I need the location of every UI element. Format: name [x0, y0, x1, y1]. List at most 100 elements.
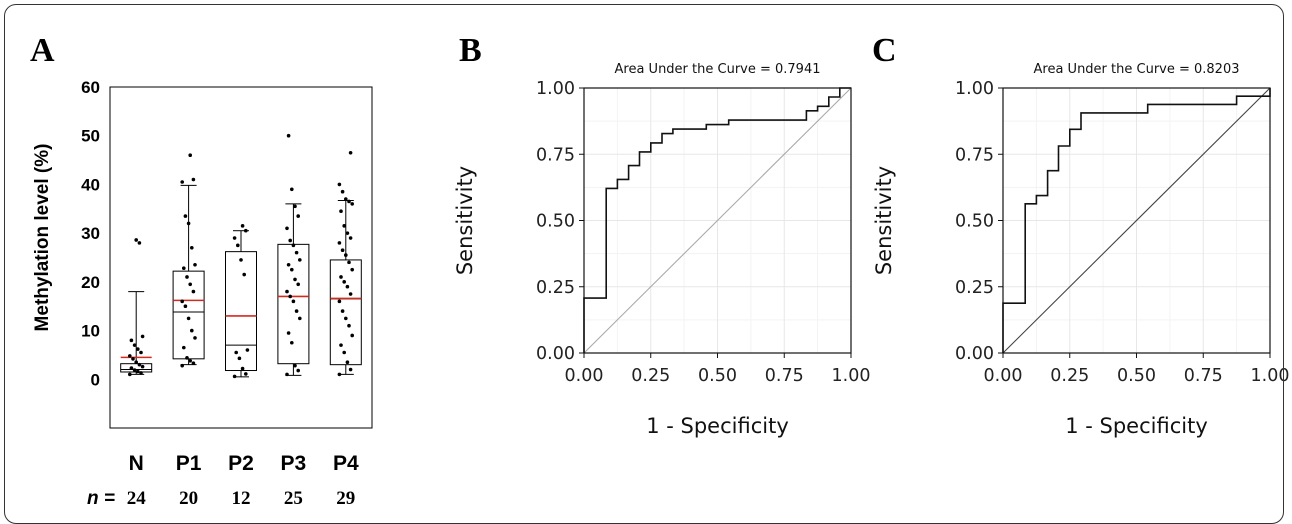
sample-size-P1: 20 — [179, 488, 198, 509]
box-P2 — [225, 224, 257, 379]
panel-letter-a: A — [30, 32, 55, 69]
data-point — [288, 238, 293, 243]
y-tick-label: 0 — [91, 370, 100, 389]
data-point — [293, 204, 297, 209]
panel-letter-b: B — [459, 32, 482, 69]
x-tick-label: 0.25 — [631, 366, 670, 386]
y-tick-label: 0.25 — [955, 278, 994, 298]
sample-size-N: 24 — [127, 488, 147, 509]
data-point — [190, 245, 194, 250]
data-point — [185, 356, 189, 360]
panel-letter-c: C — [872, 32, 897, 69]
data-point — [293, 277, 297, 282]
data-point — [286, 133, 291, 138]
reference-diagonal — [583, 87, 852, 354]
data-point — [296, 368, 301, 373]
data-point — [186, 221, 191, 226]
panel-c-roc: Area Under the Curve = 0.8203 0.000.00 0.2… — [872, 62, 1289, 438]
data-point — [180, 180, 184, 184]
data-point — [139, 350, 143, 355]
data-point — [345, 231, 350, 235]
iqr-box — [329, 259, 362, 366]
category-label-P4: P4 — [333, 452, 359, 475]
data-point — [348, 367, 353, 372]
roc-title: Area Under the Curve = 0.8203 — [1034, 62, 1240, 77]
y-axis-label: Sensitivity — [453, 166, 477, 275]
data-point — [298, 258, 302, 262]
box-P4 — [329, 150, 362, 377]
data-point — [342, 224, 347, 228]
y-axis-label: Sensitivity — [872, 166, 896, 275]
data-point — [188, 282, 192, 287]
data-point — [342, 350, 347, 355]
data-point — [236, 243, 240, 248]
data-point — [183, 214, 188, 218]
data-point — [191, 361, 196, 366]
roc-curve — [1002, 88, 1271, 353]
sample-size-label: n = — [87, 488, 115, 509]
data-point — [240, 366, 245, 371]
figure: A B C 0 10 20 30 40 50 60 Methylation level (%)… — [4, 4, 1289, 524]
x-tick-label: 0.75 — [765, 366, 804, 386]
data-point — [137, 241, 142, 245]
box-P1 — [172, 153, 205, 368]
data-point — [350, 202, 355, 206]
x-tick-label: 0.75 — [1184, 366, 1223, 386]
data-point — [342, 280, 347, 284]
data-point — [232, 374, 237, 379]
data-point — [190, 328, 194, 333]
data-point — [344, 316, 348, 321]
data-point — [288, 294, 293, 299]
data-point — [339, 275, 343, 279]
y-tick-label: 20 — [81, 273, 100, 292]
x-tick-label: 1.00 — [832, 366, 871, 386]
data-point — [339, 209, 343, 214]
category-label-N: N — [129, 452, 144, 475]
data-point — [180, 299, 184, 304]
data-point — [237, 356, 242, 361]
data-point — [337, 299, 342, 304]
data-point — [134, 238, 138, 242]
data-point — [139, 371, 143, 375]
data-point — [131, 357, 135, 361]
data-point — [132, 343, 137, 347]
data-point — [132, 368, 137, 372]
data-point — [298, 316, 302, 321]
y-tick-label: 0.75 — [536, 145, 575, 165]
y-tick-label: 0.50 — [536, 212, 575, 232]
data-point — [296, 282, 301, 287]
box-N — [120, 238, 153, 377]
data-point — [291, 243, 296, 248]
plot-area-a — [109, 86, 373, 429]
data-point — [290, 187, 294, 192]
y-tick-label: 40 — [81, 175, 100, 194]
data-point — [348, 292, 353, 296]
x-axis-label: 1 - Specificity — [646, 414, 789, 438]
data-point — [294, 309, 299, 313]
data-point — [180, 363, 184, 368]
data-point — [188, 358, 192, 363]
data-point — [347, 199, 351, 204]
data-point — [186, 316, 191, 321]
data-point — [348, 236, 353, 240]
iqr-box — [172, 270, 205, 360]
category-label-P3: P3 — [281, 452, 307, 475]
data-point — [290, 267, 294, 272]
data-point — [337, 182, 342, 187]
roc-title: Area Under the Curve = 0.7941 — [615, 62, 821, 77]
data-point — [245, 348, 250, 352]
data-point — [285, 226, 289, 231]
y-axis-label: Methylation level (%) — [32, 144, 53, 332]
x-tick-label: 0.00 — [984, 366, 1023, 386]
data-point — [128, 354, 132, 358]
data-point — [347, 323, 351, 328]
box-P3 — [277, 133, 310, 377]
roc-curve — [583, 87, 851, 353]
data-point — [290, 340, 294, 345]
data-point — [242, 272, 246, 277]
data-point — [182, 345, 186, 350]
data-point — [345, 284, 350, 289]
y-tick-label: 50 — [81, 127, 100, 146]
data-point — [239, 258, 243, 262]
y-tick-label: 0.00 — [955, 344, 994, 364]
